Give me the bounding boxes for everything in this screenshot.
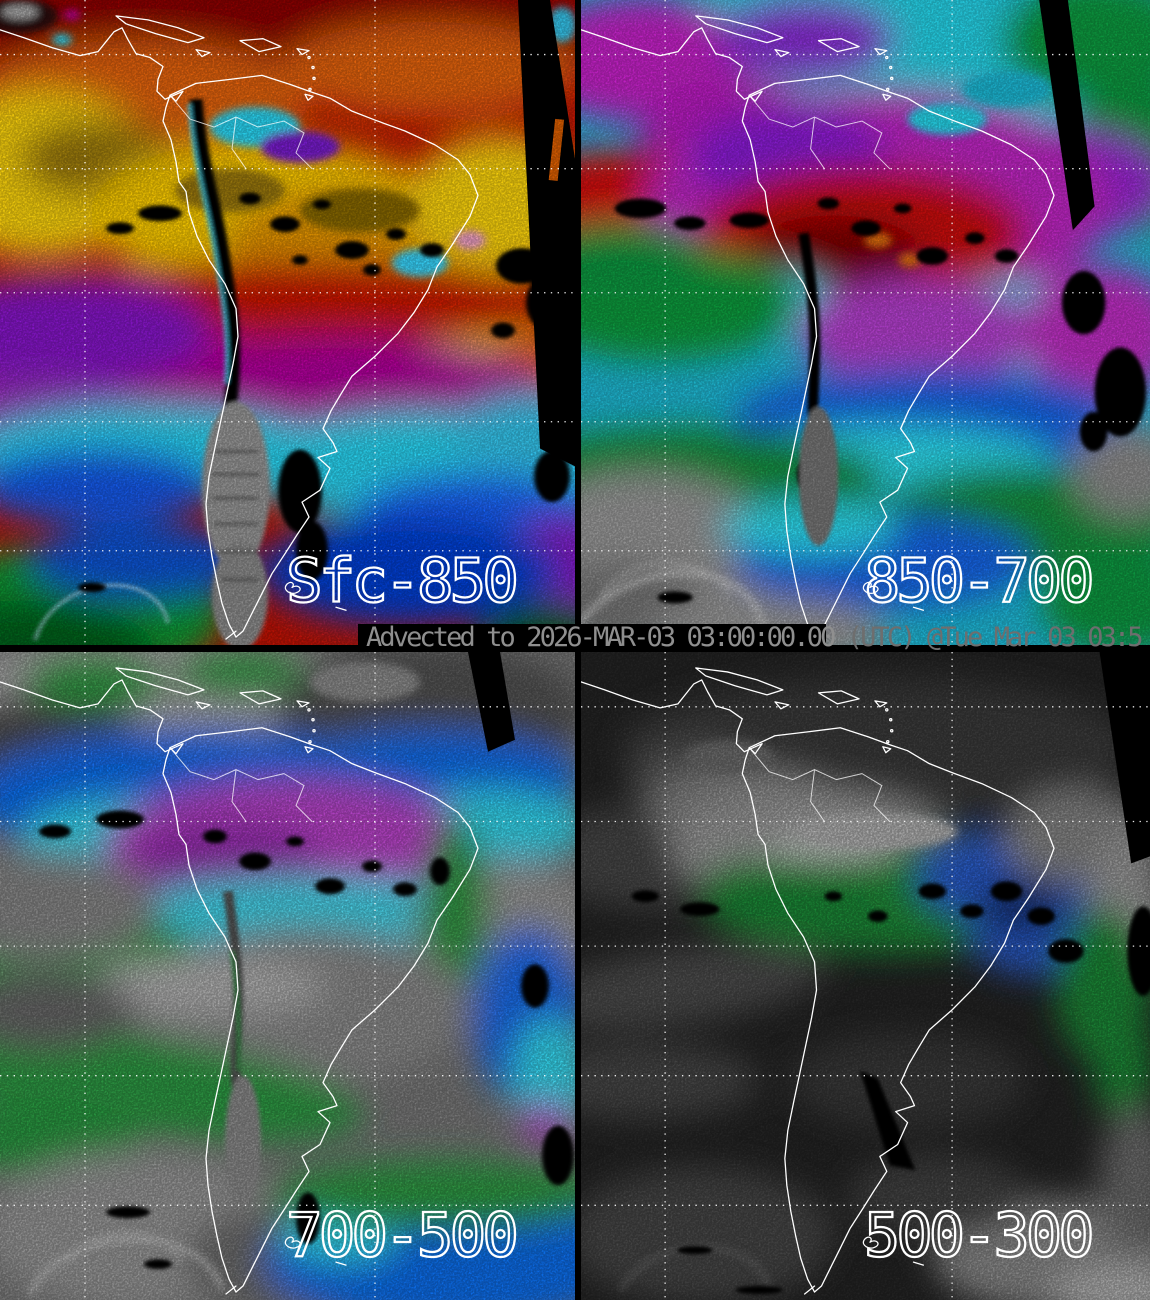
panel-label: 700-500 — [286, 1200, 515, 1271]
panel-label: 850-700 — [864, 546, 1091, 616]
panel-art-700-500: 700-500 — [0, 652, 575, 1300]
panel-700-500: 700-500 — [0, 652, 575, 1300]
panel-500-300: 500-300 — [581, 652, 1150, 1300]
panel-sfc-850: Sfc-850 — [0, 0, 575, 645]
panel-label: Sfc-850 — [286, 547, 515, 617]
imagery-blobs — [581, 652, 1150, 1300]
panel-art-500-300: 500-300 — [581, 652, 1150, 1300]
panel-art-850-700: 850-700 — [581, 0, 1150, 645]
timestamp-clock-text: (UTC) @Tue Mar 03 03:5 — [846, 622, 1144, 653]
panel-label: 500-300 — [864, 1201, 1091, 1271]
imagery-blobs — [0, 0, 575, 645]
imagery-blobs — [581, 0, 1150, 645]
timestamp-bar — [358, 624, 826, 652]
imagery-blobs — [0, 652, 575, 1300]
timestamp-text: Advected to 2026-MAR-03 03:00:00.00 (UTC… — [366, 622, 1144, 653]
panel-850-700: 850-700 — [581, 0, 1150, 645]
panel-art-sfc-850: Sfc-850 — [0, 0, 575, 645]
timestamp-advected-text: Advected to 2026-MAR-03 03:00:00.00 — [366, 622, 847, 653]
